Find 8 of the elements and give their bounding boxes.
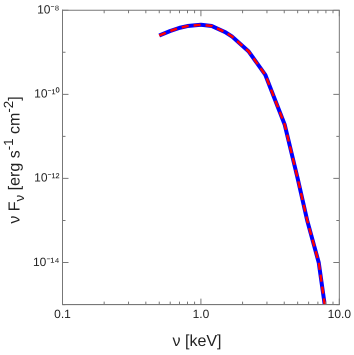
x-axis-title: ν [keV] xyxy=(172,333,222,351)
y-tick-label: 10⁻¹⁴ xyxy=(33,254,60,269)
y-tick-label: 10⁻¹² xyxy=(34,170,60,185)
x-tick-label: 1.0 xyxy=(192,307,210,322)
y-tick-label: 10⁻⁸ xyxy=(37,2,60,17)
y-tick-label: 10⁻¹⁰ xyxy=(34,86,60,101)
x-tick-label: 0.1 xyxy=(54,307,72,322)
x-tick-label: 10.0 xyxy=(328,307,352,322)
